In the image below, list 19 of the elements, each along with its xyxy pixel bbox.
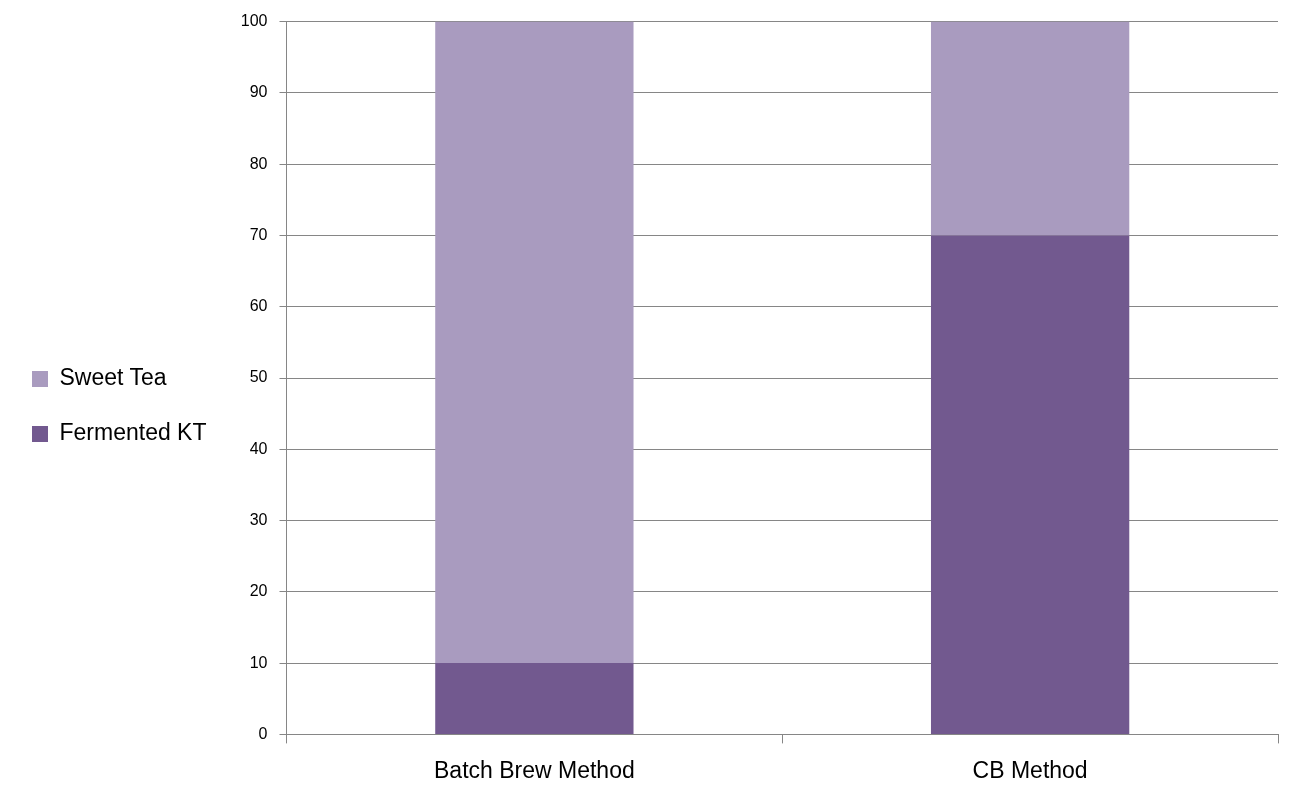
x-tick-label: CB Method — [972, 756, 1088, 783]
legend-label: Fermented KT — [59, 419, 207, 446]
bar — [930, 235, 1130, 734]
y-tick-label: 80 — [249, 154, 268, 172]
y-tick-label: 30 — [249, 510, 268, 528]
y-tick-label: 90 — [249, 83, 268, 101]
y-tick-label: 70 — [249, 225, 268, 243]
y-tick-label: 40 — [249, 439, 268, 457]
y-tick-label: 100 — [240, 12, 268, 30]
bar — [435, 663, 634, 734]
y-tick-label: 0 — [258, 724, 268, 742]
y-tick-label: 50 — [249, 368, 268, 386]
legend-label: Sweet Tea — [59, 364, 167, 391]
y-tick-label: 10 — [249, 653, 268, 671]
y-tick-label: 60 — [249, 297, 268, 315]
x-tick-label: Batch Brew Method — [434, 756, 635, 783]
y-tick-label: 20 — [249, 582, 268, 600]
bar — [930, 21, 1130, 236]
bar — [435, 21, 634, 664]
